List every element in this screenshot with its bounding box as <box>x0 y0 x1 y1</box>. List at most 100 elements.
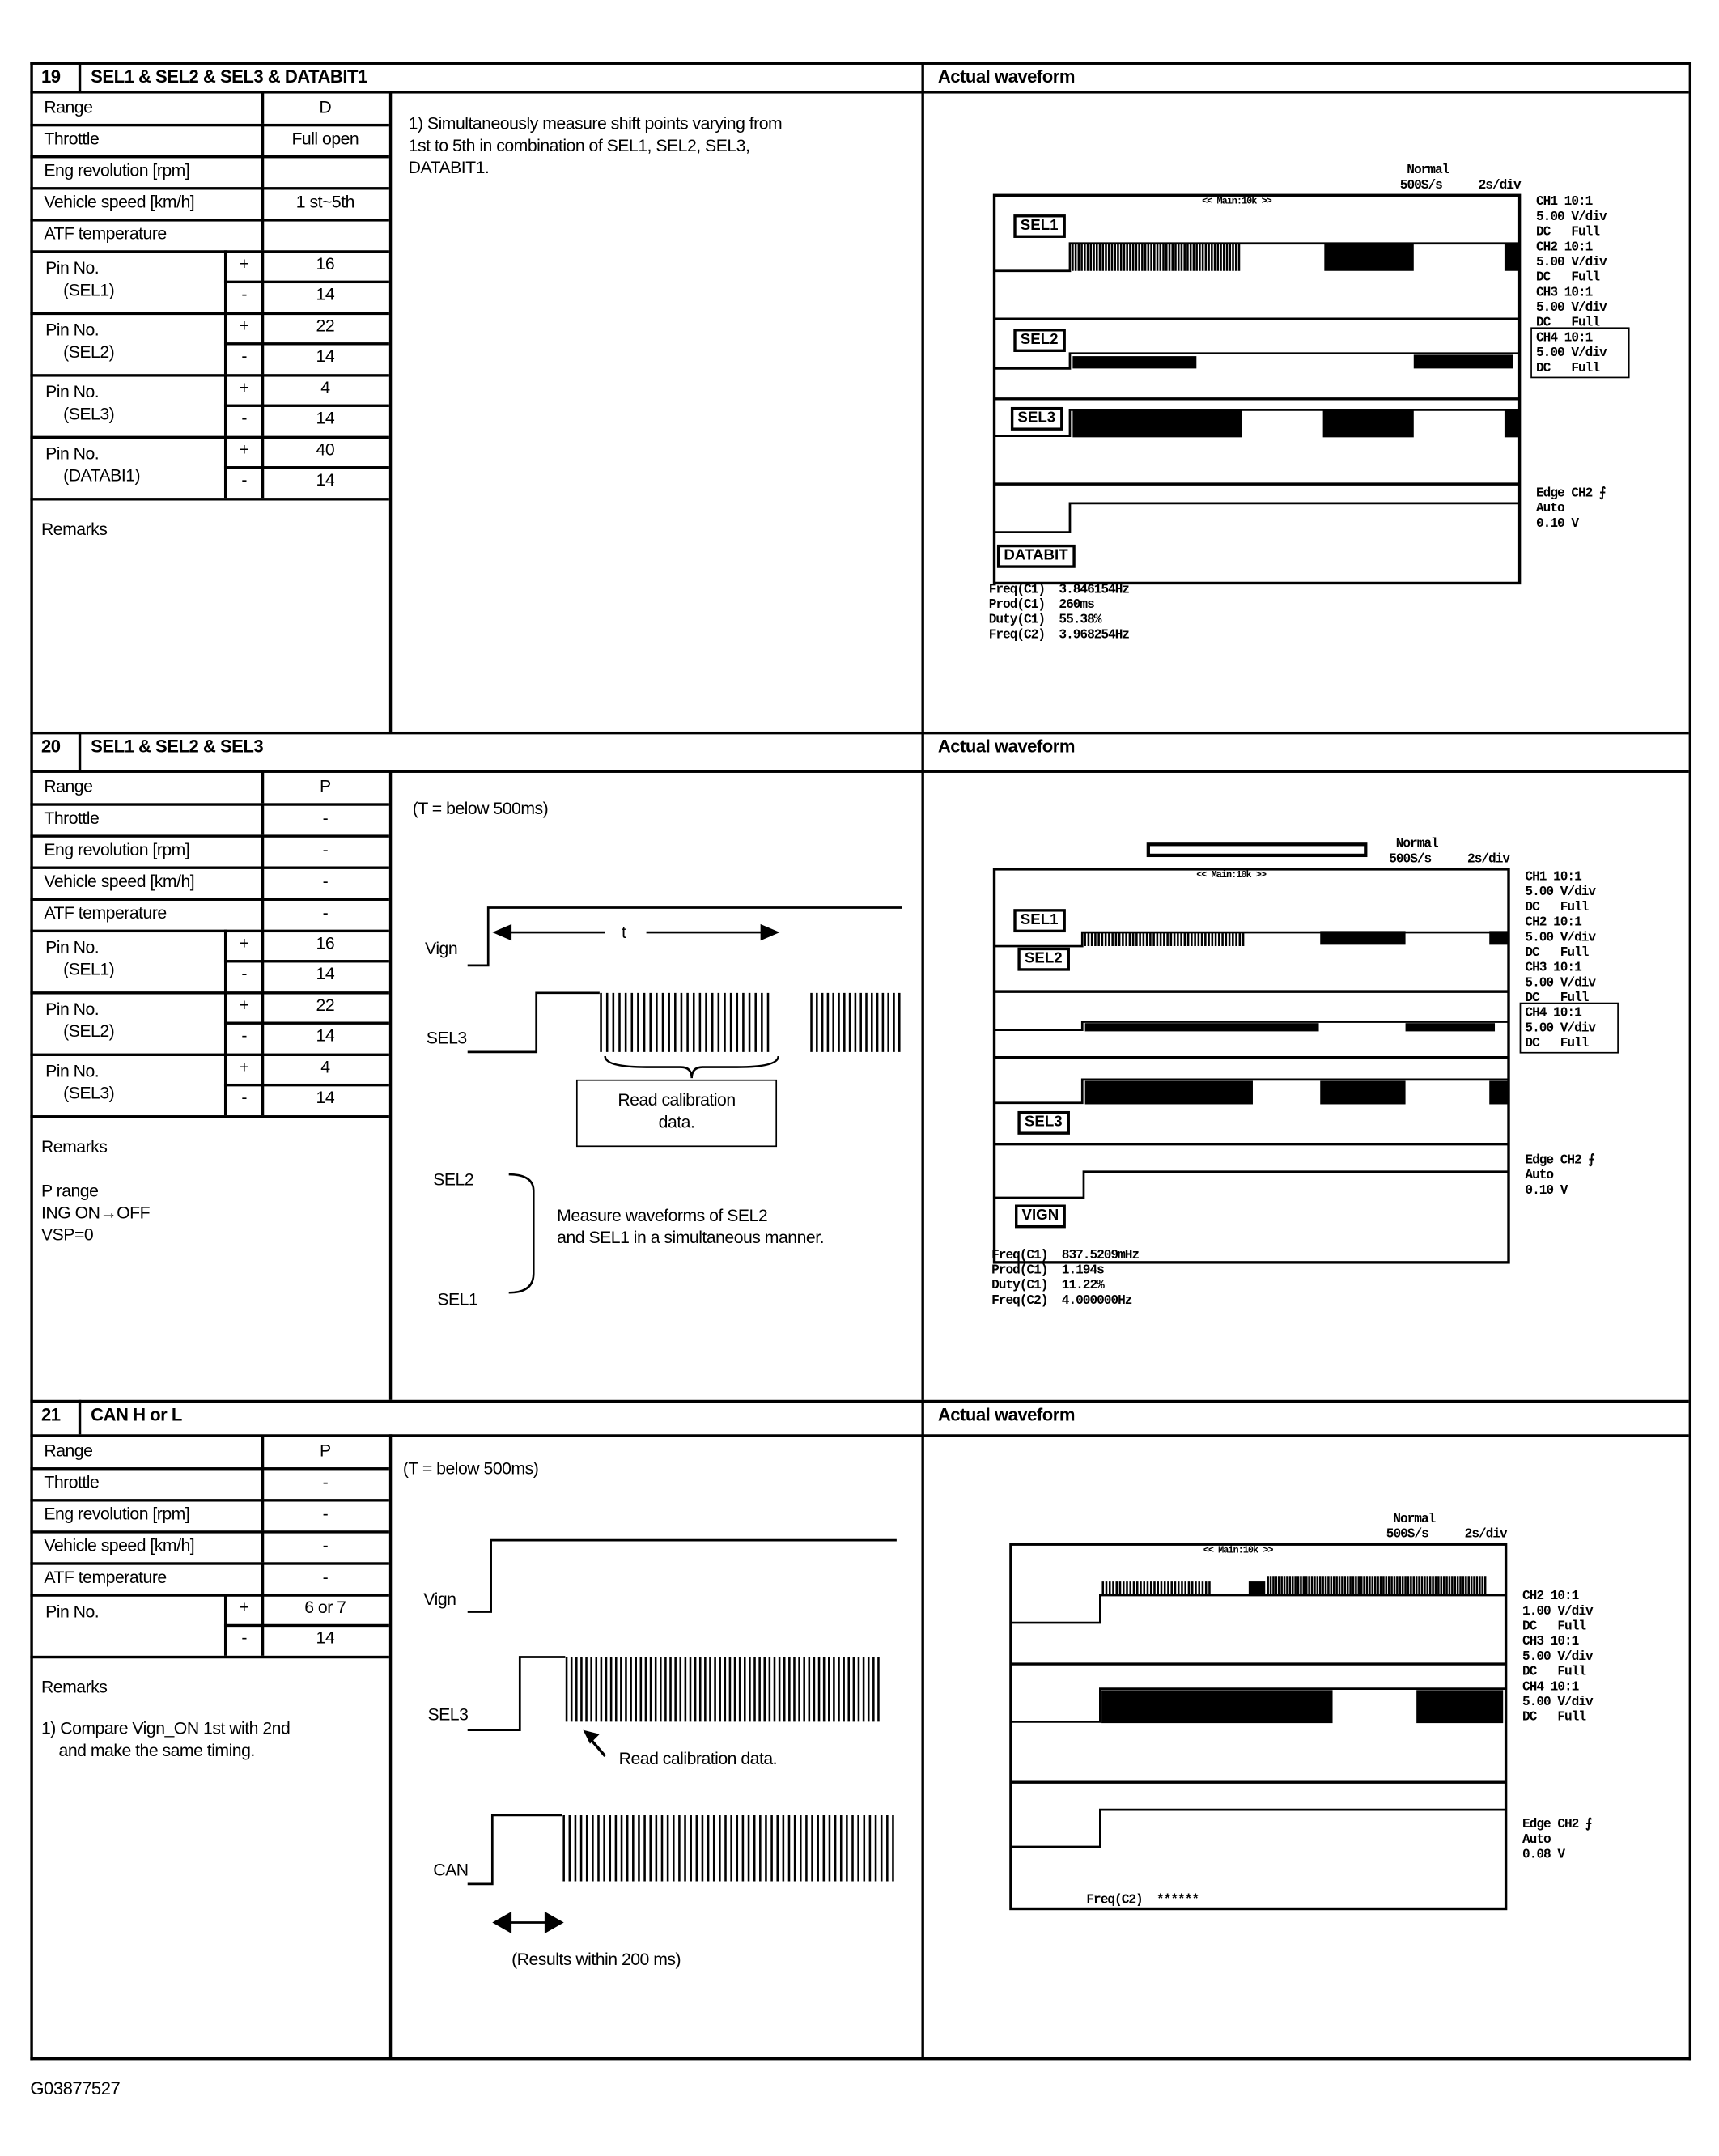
row-rule <box>223 280 389 284</box>
scope-mode: Normal <box>1395 836 1439 851</box>
measurement: Prod(C1) 1.194s <box>991 1262 1105 1278</box>
channel-setting: DC Full <box>1536 360 1600 376</box>
sel1-burst <box>1504 243 1520 271</box>
pin-minus-value: 14 <box>316 1628 335 1648</box>
minus-sign: - <box>241 1088 247 1107</box>
measurement: Freq(C2) 3.968254Hz <box>988 626 1130 643</box>
remark-line: VSP=0 <box>40 1224 94 1245</box>
can-trace <box>1010 1594 1506 1624</box>
row-rule <box>30 250 389 253</box>
sel1-trace <box>994 242 1520 273</box>
scope-frame <box>1009 1543 1508 1911</box>
outer-border-bottom <box>30 2057 1692 2061</box>
minus-sign: - <box>241 1628 247 1648</box>
trigger-setting: Edge CH2 ⨍ <box>1536 485 1606 501</box>
cell-divider <box>261 1467 265 1500</box>
row-rule <box>30 991 389 995</box>
param-label: Vehicle speed [km/h] <box>44 1536 195 1555</box>
channel-setting: CH4 10:1 <box>1536 329 1593 346</box>
channel-label: VIGN <box>1015 1204 1066 1229</box>
param-value: Full open <box>291 129 359 149</box>
scope-timebase: 2s/div <box>1478 177 1522 193</box>
description-line: 1) Simultaneously measure shift points v… <box>408 114 783 134</box>
row-rule <box>223 466 389 469</box>
param-label: Throttle <box>44 808 100 828</box>
active-channel-box <box>1530 327 1630 379</box>
cell-divider <box>261 866 265 898</box>
sel3-burst <box>810 992 901 1052</box>
channel-setting: 5.00 V/div <box>1522 1694 1594 1710</box>
channel-setting: DC Full <box>1525 1035 1589 1051</box>
channel-setting: 5.00 V/div <box>1536 209 1607 224</box>
remark-line: P range <box>40 1181 99 1201</box>
sel2-burst <box>1084 1023 1319 1032</box>
param-value: P <box>320 1441 331 1461</box>
channel-setting: DC Full <box>1522 1618 1586 1634</box>
trigger-setting: Edge CH2 ⨍ <box>1525 1152 1594 1168</box>
pin-minus-value: 14 <box>316 964 335 983</box>
sel3-burst <box>1320 1080 1406 1105</box>
pin-minus-value: 14 <box>316 346 335 366</box>
section-header-rule <box>30 91 1689 94</box>
section-title: CAN H or L <box>91 1403 182 1425</box>
channel-setting: CH2 10:1 <box>1522 1588 1579 1604</box>
cell-divider <box>261 187 265 219</box>
row-rule <box>30 1655 389 1659</box>
remark-line: and make the same timing. <box>40 1741 256 1760</box>
pin-minus-value: 14 <box>316 470 335 490</box>
sel1-label: SEL1 <box>437 1289 478 1309</box>
sel2-trace <box>994 1021 1509 1032</box>
row-rule <box>30 803 389 806</box>
channel-label: SEL2 <box>1017 947 1070 971</box>
section-number: 21 <box>40 1403 61 1425</box>
plus-sign: + <box>239 378 249 398</box>
pin-plus-value: 16 <box>316 254 335 274</box>
t-label: t <box>622 923 626 942</box>
channel-label: SEL2 <box>1013 329 1066 352</box>
sel1-burst <box>1320 931 1406 945</box>
pin-plus-value: 22 <box>316 995 335 1016</box>
actual-waveform-label: Actual waveform <box>937 1403 1076 1425</box>
calibration-box <box>575 1079 778 1148</box>
column-divider <box>388 770 393 1400</box>
sel1-burst <box>1489 931 1509 945</box>
pin-plus-value: 16 <box>316 933 335 953</box>
pin-label: Pin No. <box>45 258 100 278</box>
param-label: Eng revolution [rpm] <box>44 1504 190 1524</box>
cell-divider <box>261 1530 265 1563</box>
measurement: Freq(C2) 4.000000Hz <box>991 1292 1132 1308</box>
channel-setting: CH3 10:1 <box>1536 284 1593 300</box>
sel3-burst <box>1072 410 1242 438</box>
channel-label: SEL3 <box>1017 1110 1070 1135</box>
channel-label: SEL1 <box>1013 214 1066 238</box>
trigger-setting: Auto <box>1525 1167 1554 1183</box>
row-rule <box>30 435 389 439</box>
pin-signal: (SEL2) <box>63 342 115 362</box>
remarks-label: Remarks <box>40 1678 108 1697</box>
can-burst <box>562 1814 894 1882</box>
trigger-setting: 0.10 V <box>1525 1182 1568 1199</box>
pin-signal: (DATABI1) <box>63 466 141 486</box>
channel-setting: 5.00 V/div <box>1536 254 1607 270</box>
cell-divider <box>261 803 265 835</box>
brace <box>604 1055 780 1079</box>
scope-mode: Normal <box>1393 1511 1436 1527</box>
scope-timebase: 2s/div <box>1467 851 1510 867</box>
can-label: CAN <box>433 1861 469 1880</box>
sel3-trace <box>467 1656 566 1731</box>
sel2-burst <box>1405 1023 1496 1032</box>
timing-note: (T = below 500ms) <box>402 1458 539 1479</box>
sel3-burst <box>1322 410 1414 438</box>
param-label: Vehicle speed [km/h] <box>44 872 195 892</box>
scope-timebase: 2s/div <box>1464 1526 1508 1542</box>
number-divider <box>78 62 82 91</box>
sel3-burst <box>1084 1080 1253 1105</box>
row-rule <box>30 834 389 838</box>
trigger-setting: Edge CH2 ⨍ <box>1522 1816 1592 1832</box>
sel1-burst <box>1084 932 1245 947</box>
param-label: Range <box>44 777 93 796</box>
pin-minus-value: 14 <box>316 408 335 428</box>
param-value: - <box>322 872 329 892</box>
sel3-burst <box>1489 1080 1509 1105</box>
